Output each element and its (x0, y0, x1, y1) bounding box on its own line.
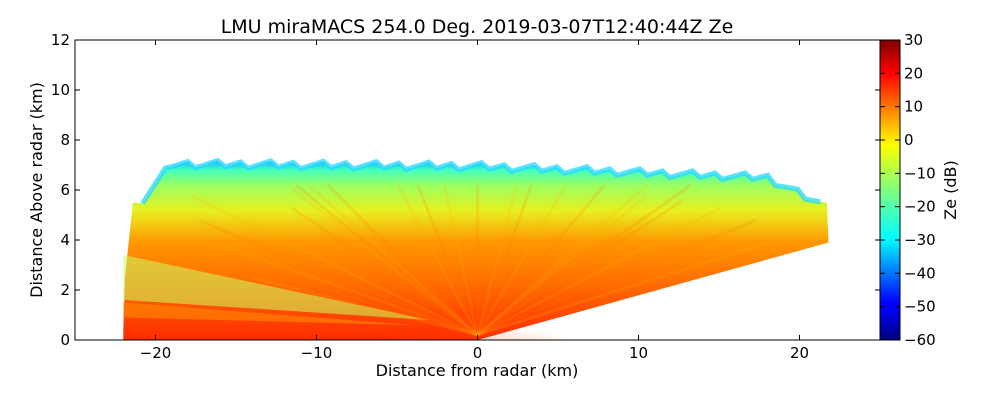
chart-title: LMU miraMACS 254.0 Deg. 2019-03-07T12:40… (221, 16, 734, 38)
echo-streak (191, 194, 479, 337)
echo-streak (229, 259, 478, 337)
echo-streak (326, 183, 479, 337)
x-tick-label: −20 (140, 344, 172, 362)
colorbar-label: Ze (dB) (941, 160, 960, 220)
echo-streak (396, 184, 479, 336)
echo-streak (477, 261, 702, 337)
colorbar (879, 39, 901, 341)
x-axis: −20 −10 0 10 20 (140, 40, 809, 362)
echo-lowangle-band (123, 255, 430, 320)
echo-lowangle-band (123, 302, 414, 325)
colorbar-tick-label: 20 (904, 64, 923, 82)
echo-streak (476, 207, 721, 337)
colorbar-axis: −60 −50 −40 −30 −20 −10 0 10 20 30 (880, 31, 936, 349)
x-tick-label: −10 (301, 344, 333, 362)
x-tick-label: 10 (629, 344, 648, 362)
colorbar-tick-label: −40 (904, 264, 936, 282)
echo-streak (291, 206, 479, 337)
echo-streak (476, 183, 648, 337)
x-axis-label: Distance from radar (km) (376, 361, 579, 380)
echo-streak (295, 183, 479, 337)
y-tick-label: 10 (51, 81, 70, 99)
colorbar-tick-label: −20 (904, 198, 936, 216)
x-tick-label: 0 (473, 344, 483, 362)
colorbar-tick-label: −30 (904, 231, 936, 249)
echo-streak (416, 184, 479, 336)
echo-streak (476, 199, 684, 337)
radar-echo-layer (123, 157, 829, 340)
echo-streak (476, 184, 533, 336)
echo-streak (476, 195, 648, 337)
echo-cloud-top (140, 157, 821, 205)
y-tick-label: 12 (51, 31, 70, 49)
y-tick-label: 4 (60, 231, 70, 249)
echo-streak (443, 184, 479, 336)
echo-streak (289, 186, 479, 337)
echo-streak (307, 183, 479, 337)
y-tick-label: 8 (60, 131, 70, 149)
y-tick-label: 2 (60, 281, 70, 299)
colorbar-tick-label: −50 (904, 298, 936, 316)
echo-streak (198, 218, 479, 337)
echo-core (332, 260, 623, 340)
colorbar-tick-label: 0 (904, 131, 914, 149)
colorbar-tick-label: 30 (904, 31, 923, 49)
y-tick-label: 0 (60, 331, 70, 349)
echo-streak (476, 183, 692, 337)
echo-streak (476, 218, 757, 337)
y-axis-label: Distance Above radar (km) (27, 82, 46, 298)
echo-streak (476, 184, 568, 336)
colorbar-tick-label: 10 (904, 98, 923, 116)
x-tick-label: 20 (790, 344, 809, 362)
y-axis: 0 2 4 6 8 10 12 (51, 31, 880, 349)
echo-streak (476, 184, 606, 336)
colorbar-tick-label: −10 (904, 164, 936, 182)
colorbar-tick-label: −60 (904, 331, 936, 349)
echo-streak (251, 276, 478, 337)
echo-streak (477, 234, 791, 337)
y-tick-label: 6 (60, 181, 70, 199)
echo-streak (211, 240, 478, 337)
echo-streak (476, 184, 518, 336)
